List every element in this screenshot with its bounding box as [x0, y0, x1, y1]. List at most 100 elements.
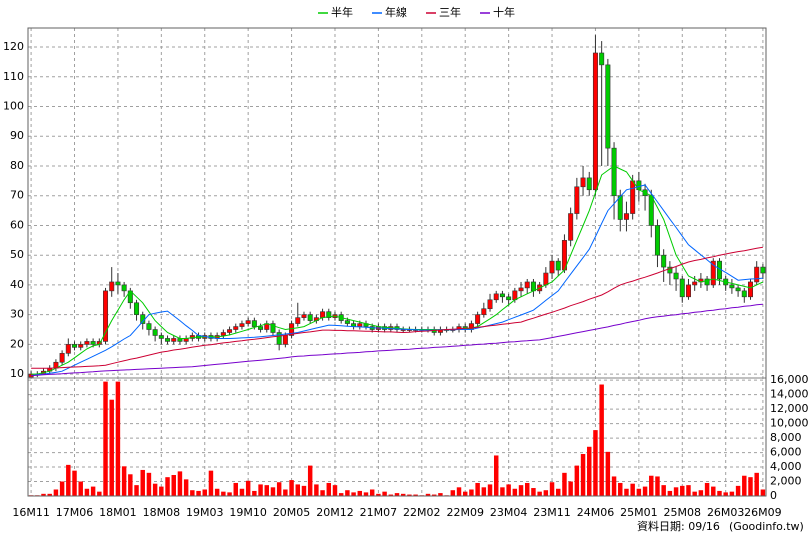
candle-body: [661, 254, 667, 268]
candle-body: [648, 195, 654, 226]
volume-bar: [549, 482, 555, 496]
candle-body: [109, 281, 115, 292]
volume-bar: [556, 488, 561, 496]
candle-body: [568, 213, 574, 241]
volume-bar: [214, 488, 220, 496]
candle-body: [357, 323, 363, 327]
candle-body: [760, 266, 766, 274]
ma-line: [31, 303, 763, 377]
candle-body: [475, 314, 481, 324]
candle-body: [245, 320, 251, 324]
candle-body: [685, 284, 691, 298]
candle-body: [84, 341, 90, 345]
volume-bar: [177, 471, 183, 496]
candle-body: [617, 195, 623, 220]
volume-bar: [531, 488, 536, 496]
candle-body: [289, 323, 295, 336]
candle-body: [78, 344, 84, 348]
volume-bar: [723, 492, 728, 496]
candle-body: [592, 52, 598, 191]
volume-bar: [245, 480, 251, 496]
volume-bar: [525, 482, 530, 496]
y2-tick-label: 0: [770, 489, 777, 502]
volume-bar: [128, 474, 133, 496]
volume-bar: [363, 492, 369, 496]
volume-bar: [425, 493, 431, 496]
volume-bar: [227, 492, 232, 496]
candle-body: [258, 326, 264, 330]
volume-bar: [754, 472, 759, 496]
candle-body: [555, 260, 561, 271]
candle-body: [710, 260, 716, 286]
volume-bar: [481, 487, 487, 496]
volume-bar: [407, 494, 412, 496]
volume-bar: [171, 475, 176, 496]
candle-body: [251, 320, 257, 327]
candle-body: [735, 287, 741, 292]
y2-tick-label: 10,000: [770, 417, 808, 430]
volume-bar: [537, 491, 542, 496]
volume-bar: [698, 490, 704, 496]
candle-body: [654, 225, 660, 256]
volume-bar: [90, 486, 96, 496]
volume-bar: [376, 493, 381, 496]
volume-bar: [704, 482, 710, 496]
candle-body: [679, 278, 685, 298]
volume-bar: [289, 480, 294, 496]
x-tick-label: 26M03: [707, 506, 745, 519]
candle-body: [506, 296, 512, 301]
volume-bar: [301, 485, 307, 496]
volume-bar: [450, 490, 456, 496]
candle-body: [270, 323, 276, 333]
volume-bar: [239, 488, 245, 496]
y-tick-label: 110: [3, 70, 24, 83]
x-tick-label: 25M01: [620, 506, 658, 519]
x-tick-label: 23M11: [533, 506, 571, 519]
candle-body: [747, 281, 753, 298]
x-tick-label: 19M03: [186, 506, 224, 519]
volume-bar: [711, 486, 716, 496]
volume-bar: [667, 490, 673, 496]
volume-bar: [661, 485, 666, 496]
candle-body: [103, 290, 109, 342]
volume-bar: [413, 494, 418, 496]
ma-line: [31, 184, 763, 377]
y-tick-label: 40: [10, 278, 24, 291]
volume-bar: [624, 488, 629, 496]
candle-body: [623, 213, 629, 220]
volume-bar: [159, 486, 164, 496]
volume-bar: [183, 479, 189, 496]
volume-bar: [655, 476, 660, 496]
x-tick-label: 20M12: [316, 506, 354, 519]
candle-body: [580, 177, 586, 188]
volume-bar: [456, 487, 462, 496]
candle-body: [611, 147, 617, 197]
candle-body: [171, 338, 177, 342]
volume-bar: [462, 491, 468, 496]
candle-body: [487, 299, 493, 310]
y2-tick-label: 8,000: [770, 431, 802, 444]
candle-body: [667, 266, 673, 274]
candle-body: [220, 332, 226, 336]
candle-body: [121, 284, 127, 292]
x-tick-label: 23M04: [490, 506, 528, 519]
volume-bar: [258, 484, 263, 496]
y-tick-label: 80: [10, 159, 24, 172]
legend-label: 年線: [385, 5, 407, 19]
volume-bar: [357, 490, 363, 496]
volume-bar: [400, 493, 406, 496]
source-label: (Goodinfo.tw): [729, 520, 804, 533]
volume-bar: [568, 481, 573, 496]
volume-bar: [562, 472, 567, 496]
y2-tick-label: 12,000: [770, 402, 808, 415]
volume-bar: [574, 465, 580, 496]
volume-bar: [506, 484, 511, 496]
volume-bar: [729, 491, 735, 496]
candle-body: [344, 320, 350, 324]
candle-body: [512, 290, 518, 301]
volume-bar: [66, 464, 71, 496]
y-tick-label: 20: [10, 337, 24, 350]
volume-bar: [84, 488, 90, 496]
volume-bar: [115, 381, 121, 496]
